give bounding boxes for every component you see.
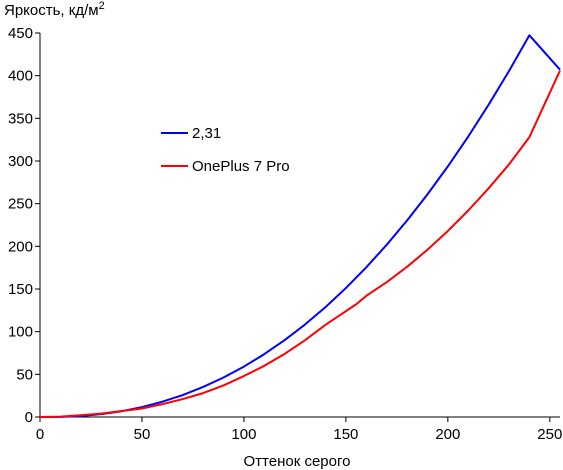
y-tick-label: 150 [8, 281, 33, 298]
y-tick-label: 0 [25, 409, 33, 426]
x-tick-label: 150 [333, 426, 358, 443]
legend-label-gamma-2-31: 2,31 [192, 125, 221, 142]
plot-area: 0 50 100 150 200 250 300 350 400 450 0 50 100 150 200 2… [8, 25, 562, 443]
y-axis-title-text: Яркость, кд/м [4, 2, 99, 19]
legend-label-oneplus-7-pro: OnePlus 7 Pro [192, 158, 290, 175]
x-tick-label: 200 [435, 426, 460, 443]
x-tick-label: 250 [537, 426, 562, 443]
y-tick-label: 100 [8, 324, 33, 341]
x-tick-label: 0 [36, 426, 44, 443]
y-tick-label: 450 [8, 25, 33, 42]
y-axis-title-superscript: 2 [99, 0, 105, 12]
series-line-gamma-2-31 [39, 34, 561, 418]
y-tick-label: 350 [8, 110, 33, 127]
x-tick-label: 100 [231, 426, 256, 443]
x-axis-title: Оттенок серого [244, 453, 351, 470]
y-axis-title: Яркость, кд/м2 [4, 0, 105, 19]
series-line-oneplus-7-pro [39, 70, 561, 418]
x-tick-label: 50 [134, 426, 151, 443]
y-tick-label: 300 [8, 153, 33, 170]
y-tick-label: 400 [8, 68, 33, 85]
y-tick-label: 50 [16, 366, 33, 383]
y-tick-label: 250 [8, 196, 33, 213]
y-tick-label: 200 [8, 238, 33, 255]
